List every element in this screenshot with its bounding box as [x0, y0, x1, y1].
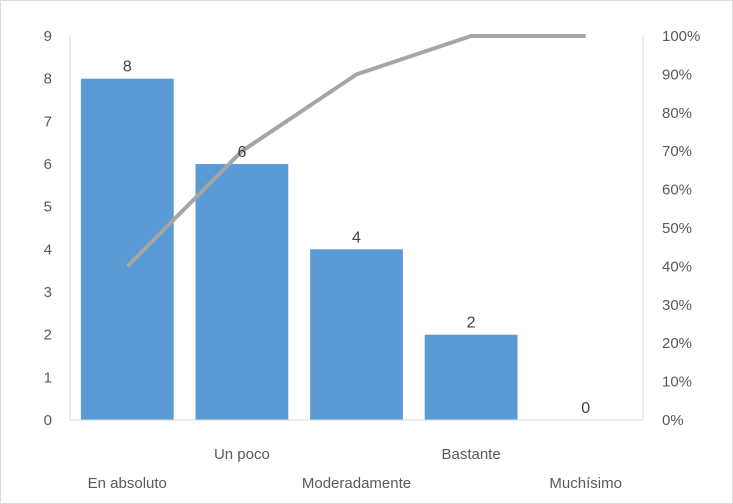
- y-tick-label: 0: [44, 412, 52, 429]
- y2-tick-label: 40%: [662, 258, 692, 275]
- data-label-3: 2: [467, 315, 476, 332]
- x-tick-label: Bastante: [441, 446, 500, 463]
- y-tick-label: 3: [44, 284, 52, 301]
- data-label-4: 0: [581, 400, 590, 417]
- y-tick-label: 6: [44, 156, 52, 173]
- y2-tick-label: 100%: [662, 28, 700, 45]
- y2-tick-label: 90%: [662, 66, 692, 83]
- bar-2: [310, 249, 403, 420]
- bar-3: [424, 334, 518, 420]
- y2-tick-label: 0%: [662, 412, 684, 429]
- y2-tick-label: 50%: [662, 220, 692, 237]
- x-tick-label: En absoluto: [88, 475, 167, 492]
- axes-layer: [69, 36, 644, 421]
- y2-tick-label: 20%: [662, 335, 692, 352]
- cumulative-line-layer: [125, 34, 586, 268]
- y2-tick-label: 80%: [662, 105, 692, 122]
- y2-tick-label: 30%: [662, 297, 692, 314]
- y-tick-label: 2: [44, 327, 52, 344]
- y2-tick-label: 60%: [662, 182, 692, 199]
- x-tick-label: Muchísimo: [549, 475, 622, 492]
- y-tick-label: 5: [44, 199, 52, 216]
- y-tick-label: 9: [44, 28, 52, 45]
- cumulative-percent-line: [125, 34, 586, 268]
- bars-layer: [80, 78, 518, 420]
- labels-layer: 8642001234567890%10%20%30%40%50%60%70%80…: [44, 28, 701, 492]
- data-label-0: 8: [123, 59, 132, 76]
- data-label-1: 6: [237, 144, 246, 161]
- y2-tick-label: 70%: [662, 143, 692, 160]
- x-tick-label: Un poco: [214, 446, 270, 463]
- x-tick-label: Moderadamente: [302, 475, 411, 492]
- y2-tick-label: 10%: [662, 374, 692, 391]
- y-tick-label: 1: [44, 369, 52, 386]
- bar-0: [80, 78, 174, 420]
- data-label-2: 4: [352, 229, 361, 246]
- y-tick-label: 4: [44, 241, 52, 258]
- bar-1: [195, 164, 289, 420]
- y-tick-label: 7: [44, 113, 52, 130]
- y-tick-label: 8: [44, 71, 52, 88]
